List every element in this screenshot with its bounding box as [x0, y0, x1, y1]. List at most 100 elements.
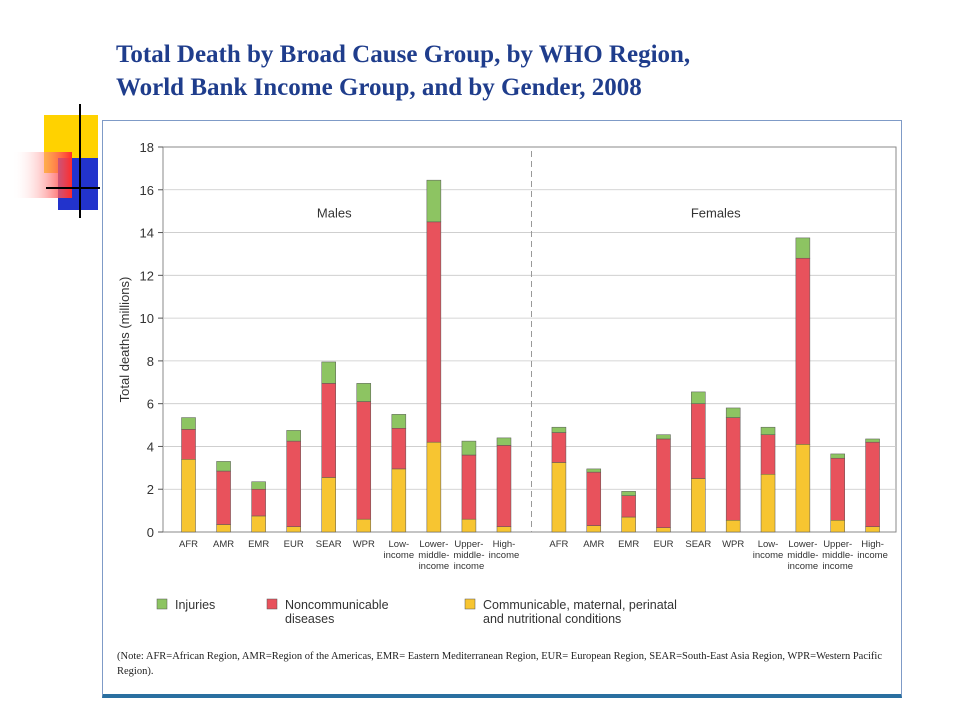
legend-swatch-injuries: [156, 598, 168, 610]
legend-label-injuries: Injuries: [175, 598, 215, 612]
x-tick-label: AFR: [549, 539, 568, 550]
bar-males-amr-communicable: [216, 524, 231, 533]
bar-males-upper-middle-income-communicable: [461, 518, 477, 533]
title-line-2: World Bank Income Group, and by Gender, …: [116, 74, 642, 101]
bar-females-low-income-noncommunicable: [760, 434, 776, 475]
bar-males-high-income-noncommunicable: [496, 445, 512, 527]
y-tick-label: 8: [147, 354, 154, 369]
bar-females-sear-injuries: [691, 391, 706, 404]
bar-females-amr-injuries: [586, 468, 602, 473]
y-tick-label: 6: [147, 397, 154, 412]
legend-label-communicable: and nutritional conditions: [483, 612, 621, 626]
x-tick-label: Upper-: [454, 539, 483, 550]
bar-males-low-income-noncommunicable: [391, 428, 407, 470]
x-tick-label: SEAR: [685, 539, 711, 550]
x-tick-label: Lower-: [419, 539, 448, 550]
bar-males-wpr-noncommunicable: [356, 401, 372, 520]
x-tick-label: income: [822, 561, 853, 572]
chart-panel: 0 2 4 6 8 10 12 14 16 18 Total deaths (millions) Ma…: [102, 120, 902, 698]
x-tick-label: income: [489, 550, 520, 561]
x-tick-label: AMR: [583, 539, 604, 550]
bar-males-low-income-injuries: [391, 414, 407, 429]
bar-males-afr-communicable: [181, 459, 196, 533]
bar-females-lower-middle-income-injuries: [795, 237, 811, 259]
y-tick-label: 4: [147, 439, 154, 454]
bar-males-lower-middle-income-communicable: [426, 441, 442, 533]
bar-females-afr-injuries: [551, 426, 567, 433]
x-tick-label: income: [788, 561, 819, 572]
bar-males-high-income-injuries: [496, 437, 512, 446]
x-tick-label: income: [454, 561, 485, 572]
bar-males-wpr-injuries: [356, 383, 372, 402]
x-tick-label: income: [857, 550, 888, 561]
x-tick-label: WPR: [353, 539, 375, 550]
bar-females-wpr-noncommunicable: [725, 417, 741, 521]
x-tick-label: High-: [493, 539, 516, 550]
bar-males-emr-injuries: [251, 481, 266, 490]
bar-females-high-income-noncommunicable: [865, 441, 880, 527]
bar-females-eur-communicable: [656, 527, 671, 533]
x-tick-label: income: [753, 550, 784, 561]
bar-females-afr-communicable: [551, 462, 567, 533]
bar-females-high-income-injuries: [865, 438, 880, 443]
bar-females-wpr-injuries: [725, 407, 741, 418]
bar-females-upper-middle-income-communicable: [830, 519, 845, 533]
x-tick-label: income: [419, 561, 450, 572]
bar-females-low-income-communicable: [760, 474, 776, 533]
bar-females-lower-middle-income-communicable: [795, 444, 811, 533]
bar-females-emr-noncommunicable: [621, 495, 636, 518]
bar-males-upper-middle-income-noncommunicable: [461, 454, 477, 520]
bar-females-eur-noncommunicable: [656, 438, 671, 528]
bar-males-low-income-communicable: [391, 468, 407, 533]
bar-females-low-income-injuries: [760, 426, 776, 435]
bar-females-emr-injuries: [621, 491, 636, 496]
bar-males-amr-noncommunicable: [216, 470, 231, 525]
bar-males-upper-middle-income-injuries: [461, 440, 477, 456]
bar-males-amr-injuries: [216, 461, 231, 472]
stacked-bar-chart: 0 2 4 6 8 10 12 14 16 18 Total deaths (millions) Ma…: [117, 140, 897, 626]
x-tick-label: WPR: [722, 539, 744, 550]
x-tick-label: EUR: [284, 539, 304, 550]
y-tick-label: 0: [147, 525, 154, 540]
x-tick-label: Low-: [389, 539, 410, 550]
x-tick-label: EUR: [653, 539, 673, 550]
bar-females-sear-noncommunicable: [691, 403, 706, 479]
x-tick-label: EMR: [248, 539, 269, 550]
bar-females-eur-injuries: [656, 434, 671, 440]
bar-females-high-income-communicable: [865, 526, 880, 533]
slide-title: Total Death by Broad Cause Group, by WHO…: [116, 38, 936, 104]
x-tick-label: Lower-: [788, 539, 817, 550]
y-tick-label: 14: [140, 226, 154, 241]
bar-males-afr-noncommunicable: [181, 429, 196, 460]
bar-males-wpr-communicable: [356, 518, 372, 533]
x-tick-label: middle-: [787, 550, 818, 561]
legend-swatch-noncommunicable: [266, 598, 278, 610]
bar-females-upper-middle-income-noncommunicable: [830, 457, 845, 521]
y-tick-label: 18: [140, 140, 154, 155]
bar-females-lower-middle-income-noncommunicable: [795, 257, 811, 445]
x-tick-label: middle-: [822, 550, 853, 561]
bar-males-sear-injuries: [321, 361, 336, 384]
y-tick-label: 10: [140, 311, 154, 326]
bar-males-afr-injuries: [181, 417, 196, 430]
bar-females-afr-noncommunicable: [551, 432, 567, 463]
y-tick-label: 12: [140, 268, 154, 283]
legend-label-noncommunicable: diseases: [285, 612, 334, 626]
y-axis-label: Total deaths (millions): [117, 277, 132, 403]
x-tick-label: income: [384, 550, 415, 561]
title-line-1: Total Death by Broad Cause Group, by WHO…: [116, 41, 691, 68]
bar-females-emr-communicable: [621, 516, 636, 533]
bar-females-amr-communicable: [586, 525, 602, 533]
group-label-males: Males: [317, 206, 352, 221]
bar-males-emr-communicable: [251, 515, 266, 533]
legend-label-communicable: Communicable, maternal, perinatal: [483, 598, 677, 612]
plot-frame: [162, 146, 897, 533]
x-tick-label: AMR: [213, 539, 234, 550]
x-tick-label: High-: [861, 539, 884, 550]
legend-label-noncommunicable: Noncommunicable: [285, 598, 389, 612]
bar-males-eur-noncommunicable: [286, 440, 301, 527]
bar-males-emr-noncommunicable: [251, 488, 266, 517]
bar-males-lower-middle-income-injuries: [426, 179, 442, 223]
bar-males-sear-communicable: [321, 477, 336, 533]
bar-females-upper-middle-income-injuries: [830, 453, 845, 459]
